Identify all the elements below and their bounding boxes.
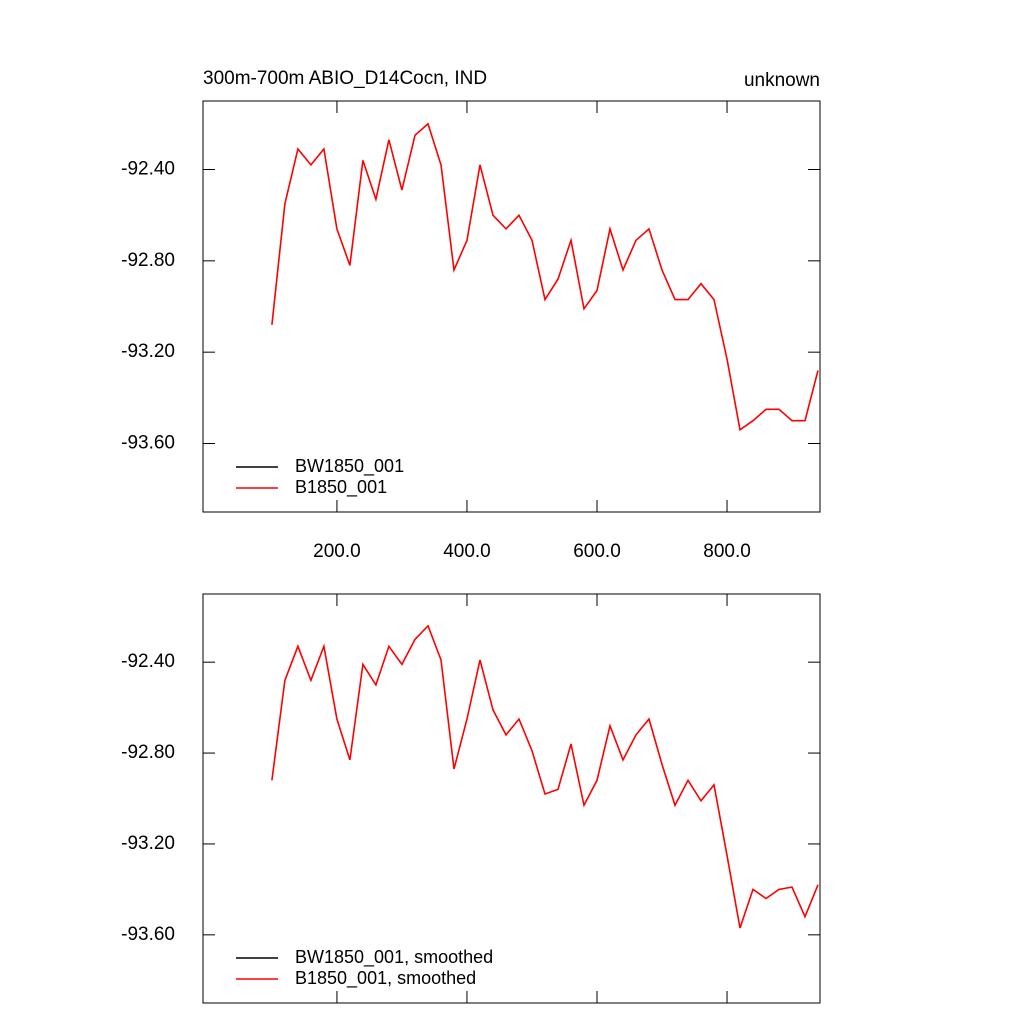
y-tick-label: -92.80 bbox=[121, 250, 175, 271]
legend-label: BW1850_001 bbox=[295, 456, 404, 477]
y-tick-label: -93.60 bbox=[121, 433, 175, 454]
data-line bbox=[271, 624, 819, 929]
y-tick-label: -92.80 bbox=[121, 742, 175, 763]
chart-subtitle: unknown bbox=[744, 70, 820, 91]
y-tick-label: -93.20 bbox=[121, 833, 175, 854]
y-tick-label: -92.40 bbox=[121, 159, 175, 180]
x-tick-label: 400.0 bbox=[443, 541, 491, 562]
y-tick-label: -92.40 bbox=[121, 651, 175, 672]
legend-label: B1850_001 bbox=[295, 477, 387, 498]
data-line bbox=[271, 122, 819, 432]
y-tick-label: -93.20 bbox=[121, 341, 175, 362]
x-tick-label: 200.0 bbox=[313, 541, 361, 562]
legend-label: B1850_001, smoothed bbox=[295, 968, 476, 989]
x-tick-label: 600.0 bbox=[573, 541, 621, 562]
y-tick-label: -93.60 bbox=[121, 924, 175, 945]
legend-label: BW1850_001, smoothed bbox=[295, 947, 493, 968]
plot-frame bbox=[202, 593, 821, 1004]
plot-frame bbox=[202, 100, 821, 513]
x-tick-label: 800.0 bbox=[703, 541, 751, 562]
chart-title: 300m-700m ABIO_D14Cocn, IND bbox=[203, 68, 487, 89]
